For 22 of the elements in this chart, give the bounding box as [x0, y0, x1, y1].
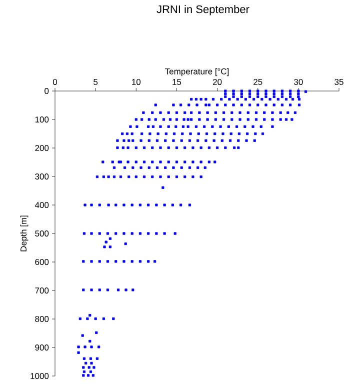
x-tick-label: 15 [172, 79, 182, 85]
y-tick-label: 1000 [30, 372, 49, 380]
y-tick-label: 100 [35, 116, 49, 123]
y-tick-label: 600 [35, 258, 49, 266]
y-tick-label: 900 [35, 344, 49, 351]
x-tick-label: 30 [294, 78, 303, 85]
x-axis-title: Temperature [°C] [165, 68, 229, 76]
chart-title: JRNI in September [156, 5, 250, 16]
y-axis-title: Depth [m] [20, 216, 28, 252]
y-tick-label: 500 [35, 230, 49, 237]
y-tick-label: 800 [35, 316, 49, 322]
x-tick-label: 25 [254, 78, 262, 85]
y-tick-label: 0 [44, 88, 49, 94]
x-tick-label: 20 [212, 78, 222, 85]
y-tick-label: 300 [35, 173, 49, 180]
y-tick-label: 400 [34, 202, 49, 208]
x-tick-label: 5 [94, 79, 98, 85]
x-tick-label: 0 [52, 78, 58, 85]
y-tick-label: 700 [35, 287, 49, 294]
y-tick-label: 200 [35, 144, 49, 152]
x-tick-label: 35 [334, 78, 344, 85]
x-tick-label: 10 [132, 78, 141, 85]
